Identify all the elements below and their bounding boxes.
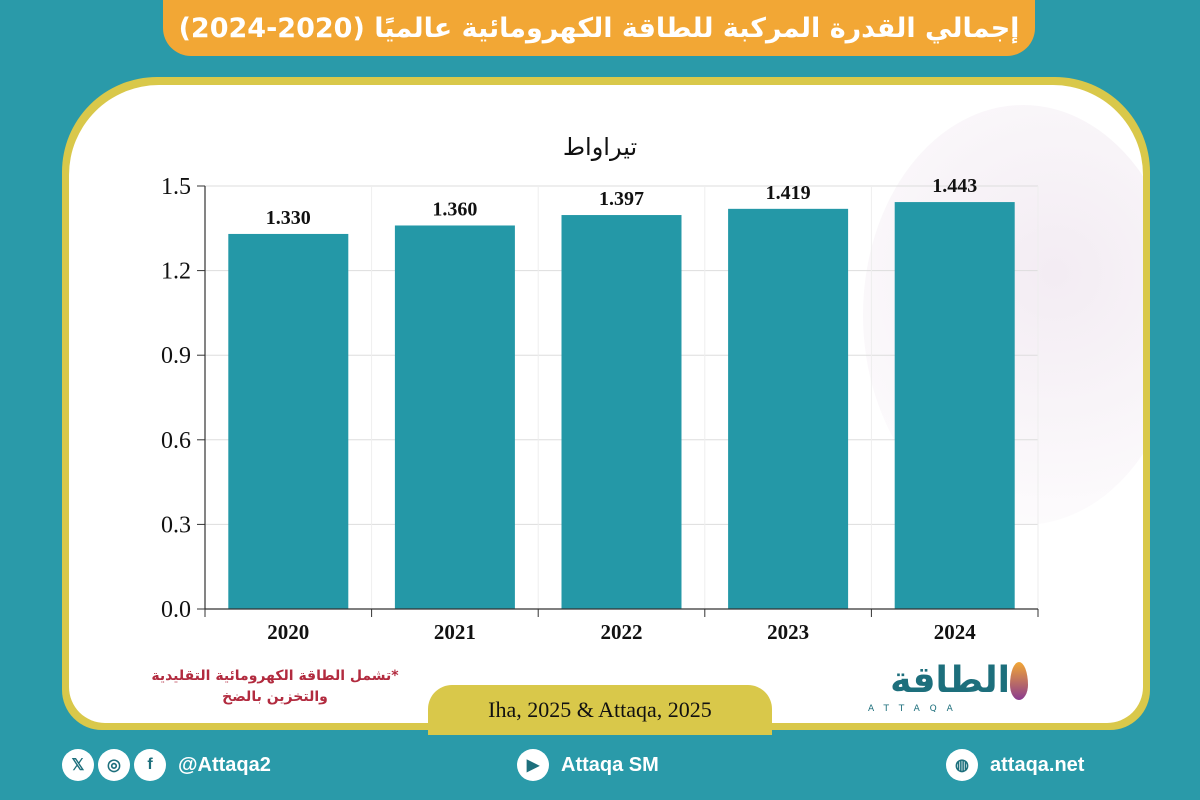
x-icon[interactable]: 𝕏: [62, 749, 94, 781]
footnote: *تشمل الطاقة الكهرومائية التقليدية والتخ…: [150, 666, 400, 708]
x-tick-label: 2024: [934, 620, 977, 644]
data-label: 1.330: [266, 207, 311, 229]
social-links: 𝕏 ◎ f @Attaqa2: [62, 740, 271, 790]
bar-2021: [394, 225, 515, 610]
source-tab: Iha, 2025 & Attaqa, 2025: [428, 685, 772, 735]
y-tick-label: 1.5: [161, 174, 191, 200]
globe-icon[interactable]: ◍: [946, 749, 978, 781]
instagram-icon[interactable]: ◎: [98, 749, 130, 781]
bar-2022: [561, 215, 682, 609]
y-tick-label: 0.0: [161, 597, 191, 623]
logo-english: ATTAQA: [868, 704, 963, 714]
youtube-link: ▶ Attaqa SM: [517, 740, 659, 790]
youtube-label[interactable]: Attaqa SM: [561, 753, 659, 776]
youtube-icon[interactable]: ▶: [517, 749, 549, 781]
y-tick-label: 0.6: [161, 428, 191, 454]
y-tick-label: 0.3: [161, 512, 191, 538]
drop-icon: [1010, 662, 1028, 700]
footnote-line-2: والتخزين بالضخ: [222, 689, 328, 705]
source-text: Iha, 2025 & Attaqa, 2025: [488, 697, 712, 722]
chart-title: إجمالي القدرة المركبة للطاقة الكهرومائية…: [178, 12, 1020, 44]
data-label: 1.397: [599, 188, 644, 210]
x-tick-label: 2021: [434, 620, 476, 644]
bar-2023: [728, 208, 849, 610]
x-tick-label: 2023: [767, 620, 809, 644]
footnote-line-1: *تشمل الطاقة الكهرومائية التقليدية: [151, 668, 399, 684]
website-link: ◍ attaqa.net: [946, 740, 1084, 790]
website-label[interactable]: attaqa.net: [990, 753, 1085, 776]
data-label: 1.443: [932, 175, 977, 197]
title-bar: إجمالي القدرة المركبة للطاقة الكهرومائية…: [163, 0, 1035, 56]
y-axis-label: تيراواط: [563, 133, 637, 161]
bar-2024: [894, 202, 1015, 609]
facebook-icon[interactable]: f: [134, 749, 166, 781]
y-tick-label: 0.9: [161, 343, 191, 369]
y-tick-label: 1.2: [161, 259, 191, 285]
logo-arabic: الطاقة: [890, 660, 1010, 701]
x-tick-label: 2020: [267, 620, 309, 644]
social-handle[interactable]: @Attaqa2: [178, 753, 271, 776]
attaqa-logo: الطاقة ATTAQA: [860, 660, 1030, 720]
bar-2020: [228, 233, 349, 609]
data-label: 1.360: [432, 198, 477, 220]
x-tick-label: 2022: [601, 620, 643, 644]
data-label: 1.419: [766, 182, 811, 204]
